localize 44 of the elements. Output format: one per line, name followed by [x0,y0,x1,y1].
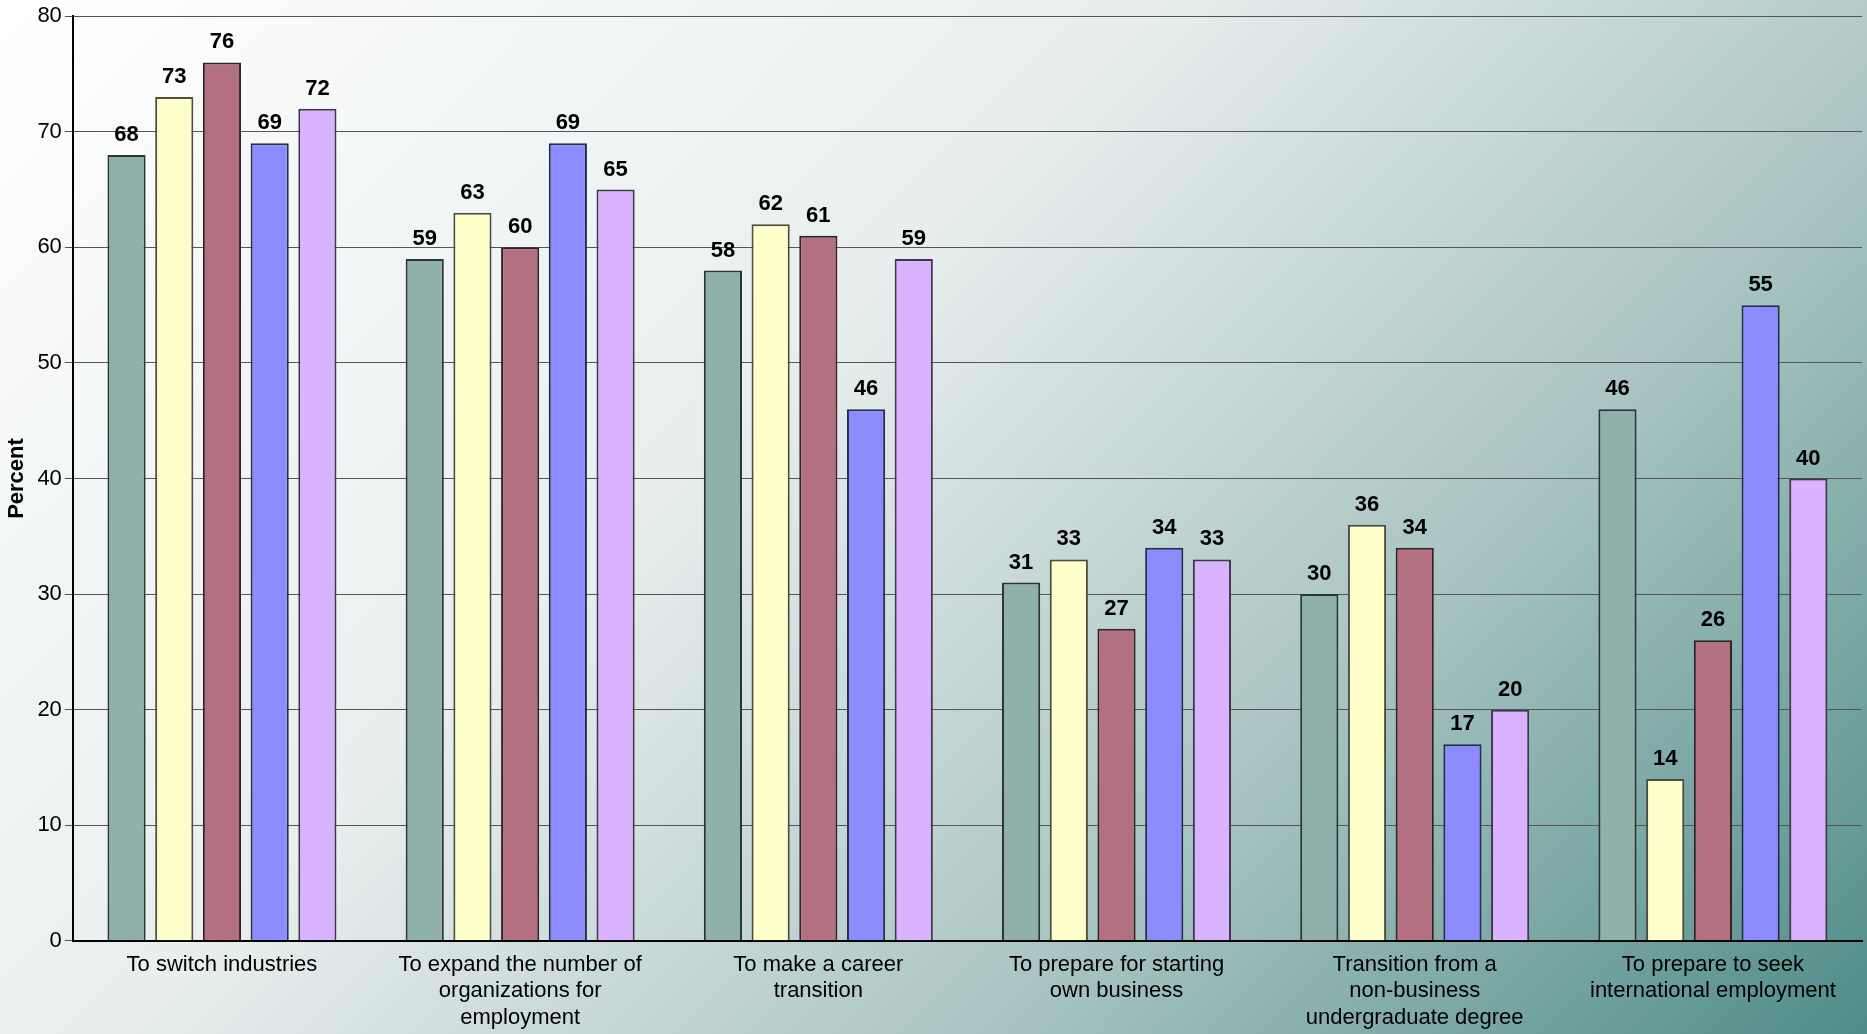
data-label: 59 [901,224,926,250]
data-label: 46 [853,375,879,401]
data-label: 14 [1652,745,1679,771]
y-tick-label: 30 [37,580,62,606]
data-label: 36 [1354,490,1380,516]
data-label: 30 [1307,560,1332,586]
y-axis-title: Percent [3,437,29,519]
data-label: 76 [209,28,235,54]
data-label: 20 [1497,675,1523,701]
data-label: 34 [1152,513,1178,539]
data-label: 60 [507,213,533,239]
x-tick-label: To prepare to seek international employment [1590,951,1836,1003]
data-label: 73 [162,63,187,89]
data-label: 46 [1605,375,1630,401]
data-label: 69 [257,109,282,135]
data-label: 63 [460,178,485,204]
data-label: 40 [1796,444,1821,470]
y-tick-label: 10 [37,811,62,837]
data-label: 59 [412,224,437,250]
y-tick-label: 0 [49,926,62,952]
x-tick-label: Transition from a non-business undergraduate degree [1305,951,1524,1029]
x-tick-label: To prepare for starting own business [1008,951,1225,1003]
data-label: 61 [806,201,831,227]
data-label: 31 [1008,548,1034,574]
y-tick-label: 40 [37,464,62,490]
data-label: 34 [1402,513,1428,539]
data-label: 33 [1056,525,1082,551]
data-label: 62 [758,190,783,216]
data-label: 55 [1748,271,1773,297]
data-label: 26 [1700,606,1726,632]
data-label: 17 [1450,710,1475,736]
y-tick-label: 60 [37,233,62,259]
y-tick-label: 20 [37,695,62,721]
x-tick-label: To make a career transition [733,951,904,1003]
y-tick-label: 50 [37,348,62,374]
data-label: 69 [555,109,581,135]
x-tick-label: To expand the number of organizations for employment [398,951,643,1029]
y-tick-label: 70 [37,117,62,143]
data-label: 27 [1104,594,1129,620]
y-tick-label: 80 [37,2,62,28]
x-tick-label: To switch industries [126,951,318,977]
data-label: 33 [1199,525,1225,551]
data-label: 65 [603,155,628,181]
data-label: 72 [305,74,330,100]
